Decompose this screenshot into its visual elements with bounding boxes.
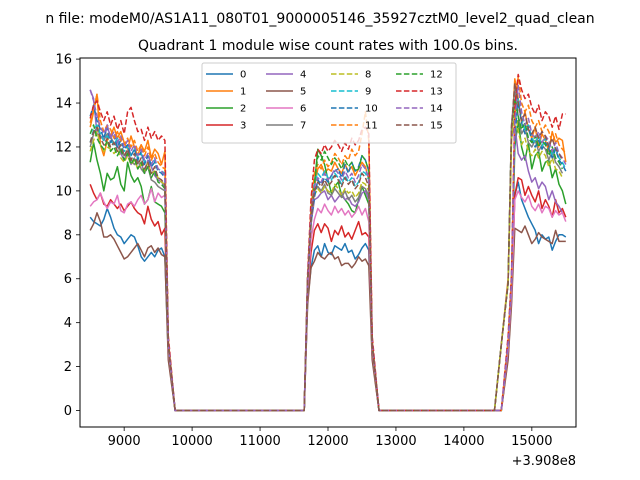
x-tick-label: 11000 (239, 434, 280, 449)
series-line-13 (89, 73, 566, 412)
y-tick-label: 8 (64, 228, 72, 243)
series-line-11 (89, 75, 567, 412)
legend-label-11: 11 (365, 121, 378, 132)
y-tick-label: 16 (55, 53, 72, 68)
x-axis: 9000 10000 11000 12000 13000 14000 15000 (108, 427, 553, 449)
y-tick-label: 10 (55, 184, 72, 199)
x-tick-label: 9000 (108, 434, 141, 449)
x-tick-label: 15000 (511, 434, 552, 449)
chart-title: Quadrant 1 module wise count rates with … (138, 38, 518, 54)
series-line-0 (89, 181, 567, 412)
x-offset-label: +3.908e8 (512, 454, 576, 469)
legend-label-6: 6 (300, 104, 306, 115)
series-line-5 (89, 212, 566, 412)
figure-suptitle: n file: modeM0/AS1A11_080T01_9000005146_… (45, 11, 594, 27)
series-line-10 (89, 102, 567, 412)
x-tick-label: 13000 (375, 434, 416, 449)
legend-label-3: 3 (240, 121, 246, 132)
y-tick-label: 6 (64, 272, 72, 287)
legend-label-7: 7 (300, 121, 306, 132)
x-tick-label: 14000 (443, 434, 484, 449)
legend-label-1: 1 (240, 87, 246, 98)
plot-area (89, 73, 567, 412)
series-line-14 (89, 84, 567, 412)
legend-label-8: 8 (365, 70, 371, 81)
legend-label-0: 0 (240, 70, 246, 81)
legend-label-15: 15 (430, 121, 443, 132)
legend-box (201, 62, 457, 144)
series-line-15 (89, 82, 564, 412)
legend-label-4: 4 (300, 70, 306, 81)
y-axis: 0 2 4 6 8 10 12 14 16 (55, 53, 80, 419)
y-tick-label: 2 (64, 360, 72, 375)
y-tick-label: 14 (55, 97, 72, 112)
legend-label-9: 9 (365, 87, 371, 98)
series-line-6 (89, 187, 567, 412)
series-line-8 (89, 106, 564, 412)
y-tick-label: 12 (55, 140, 72, 155)
legend-label-5: 5 (300, 87, 306, 98)
legend-label-13: 13 (430, 87, 443, 98)
legend-label-12: 12 (430, 70, 443, 81)
y-tick-label: 0 (64, 404, 72, 419)
y-tick-label: 4 (64, 316, 72, 331)
series-line-3 (89, 176, 567, 412)
legend-label-2: 2 (240, 104, 246, 115)
legend-label-10: 10 (365, 104, 378, 115)
x-tick-label: 10000 (171, 434, 212, 449)
legend-label-14: 14 (430, 104, 443, 115)
x-tick-label: 12000 (307, 434, 348, 449)
